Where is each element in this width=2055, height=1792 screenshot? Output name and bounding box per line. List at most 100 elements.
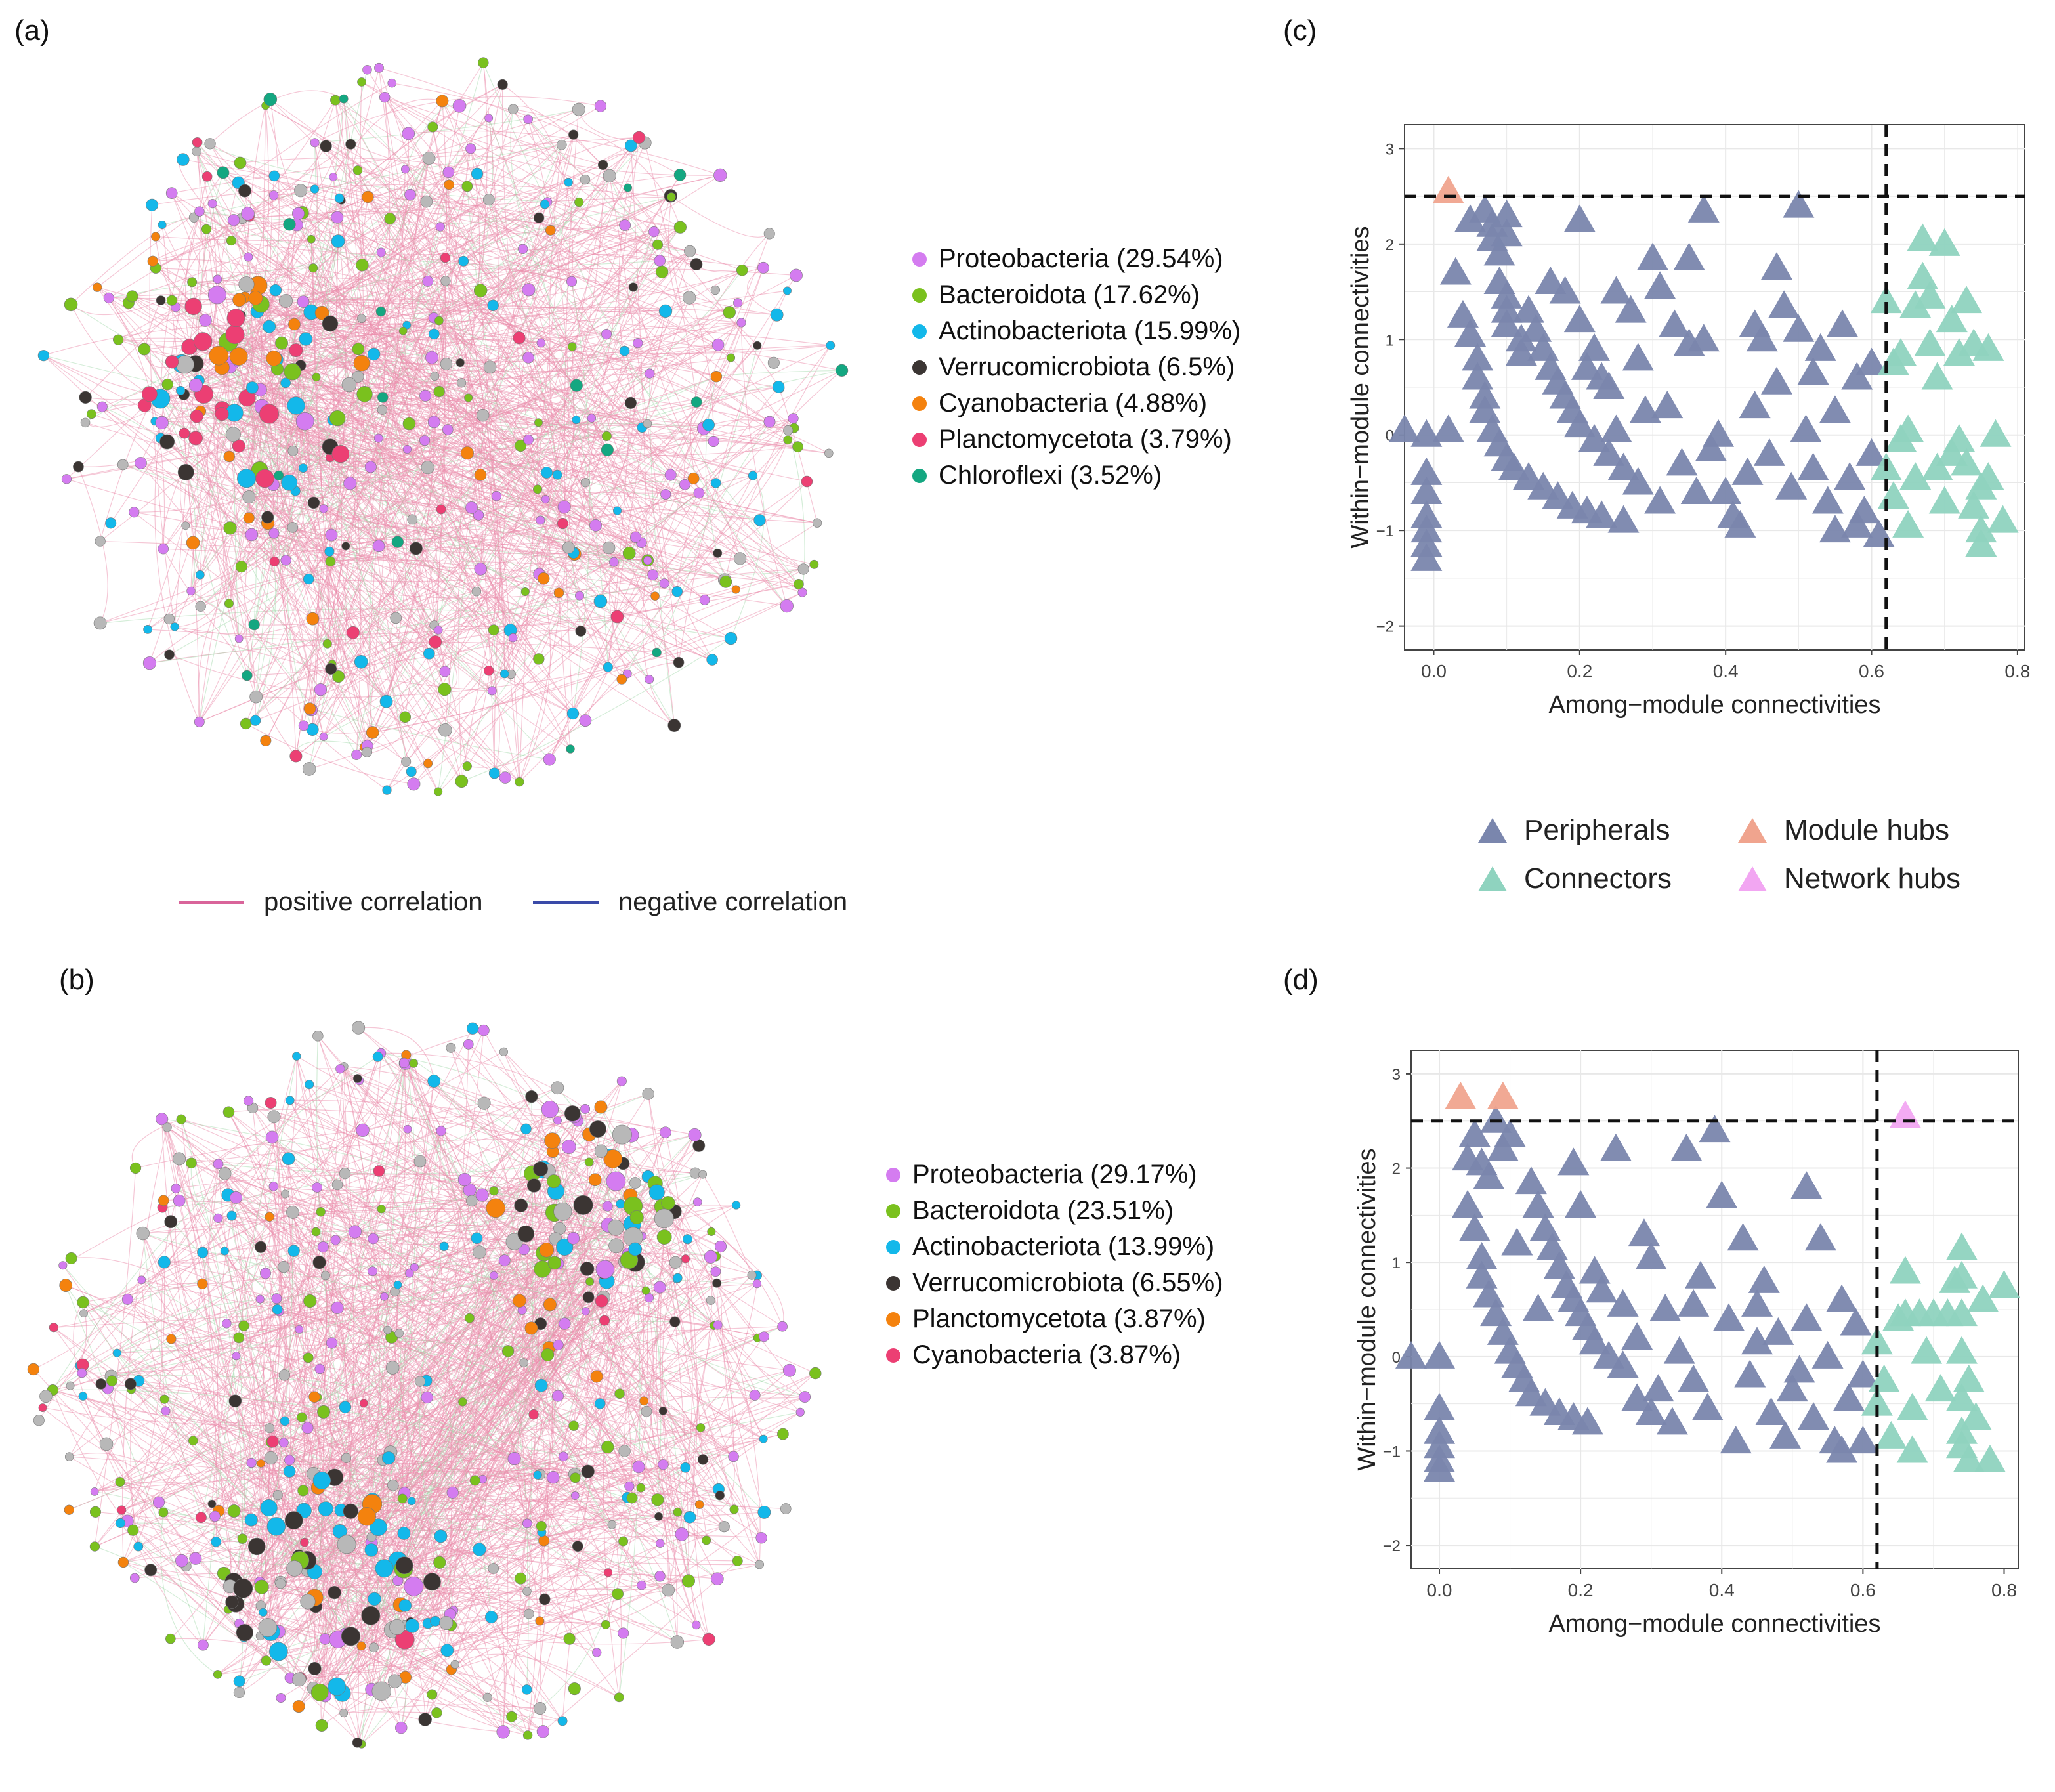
network-node bbox=[264, 93, 277, 106]
network-node bbox=[106, 1376, 117, 1386]
network-node bbox=[471, 1233, 482, 1244]
network-node bbox=[303, 574, 314, 584]
x-axis-label: Among−module connectivities bbox=[1549, 691, 1881, 719]
network-node bbox=[245, 528, 258, 541]
network-node bbox=[691, 396, 702, 407]
network-node bbox=[538, 572, 549, 584]
network-node bbox=[700, 595, 710, 605]
network-node bbox=[281, 555, 291, 566]
network-node bbox=[598, 160, 608, 170]
legend-item-b-2: Actinobacteriota (13.99%) bbox=[886, 1229, 1223, 1265]
legend-swatch bbox=[912, 288, 927, 303]
module-hubs-triangle-icon bbox=[1738, 818, 1767, 843]
network-node bbox=[135, 457, 147, 469]
network-node bbox=[630, 532, 641, 542]
network-node bbox=[453, 99, 466, 112]
network-node bbox=[91, 1487, 98, 1495]
network-node bbox=[228, 215, 240, 226]
network-node bbox=[606, 1172, 625, 1191]
network-node bbox=[352, 1021, 364, 1034]
network-node bbox=[267, 1436, 279, 1447]
legend-item-a-5: Planctomycetota (3.79%) bbox=[912, 421, 1240, 458]
x-tick-label: 0.0 bbox=[1427, 1580, 1452, 1600]
x-tick-label: 0.4 bbox=[1713, 661, 1739, 681]
network-node bbox=[499, 1255, 510, 1266]
network-node bbox=[276, 1579, 286, 1589]
network-node bbox=[240, 718, 251, 729]
network-node bbox=[483, 194, 494, 205]
network-node bbox=[158, 544, 169, 554]
network-node bbox=[247, 1458, 257, 1468]
positive-edge bbox=[366, 739, 406, 761]
network-node bbox=[440, 1242, 449, 1251]
network-node bbox=[354, 655, 368, 668]
network-node bbox=[524, 1609, 534, 1619]
network-node bbox=[265, 1424, 274, 1433]
role-legend-module-hubs: Module hubs bbox=[1738, 814, 1949, 847]
network-node bbox=[497, 1725, 510, 1738]
network-node bbox=[509, 633, 517, 642]
network-node bbox=[788, 414, 799, 424]
network-node bbox=[344, 477, 356, 490]
network-node bbox=[215, 407, 228, 420]
network-node bbox=[652, 240, 662, 249]
network-node bbox=[601, 1441, 614, 1453]
network-node bbox=[130, 1163, 141, 1174]
x-tick-label: 0.8 bbox=[1991, 1580, 2017, 1600]
network-node bbox=[657, 1229, 671, 1244]
legend-item-a-4: Cyanobacteria (4.88%) bbox=[912, 385, 1240, 421]
network-node bbox=[189, 379, 202, 392]
network-node bbox=[134, 1542, 143, 1551]
y-tick-label: −1 bbox=[1376, 523, 1394, 540]
network-node bbox=[151, 232, 159, 241]
network-node bbox=[554, 588, 564, 598]
network-node bbox=[286, 1206, 299, 1218]
network-node bbox=[484, 666, 494, 675]
role-legend-network-hubs: Network hubs bbox=[1738, 863, 1960, 895]
network-node bbox=[323, 639, 331, 648]
network-node bbox=[173, 1153, 185, 1165]
network-node bbox=[576, 626, 586, 636]
network-node bbox=[727, 354, 734, 362]
network-node bbox=[433, 1556, 446, 1569]
network-node bbox=[656, 1539, 664, 1548]
network-node bbox=[572, 416, 580, 424]
network-node bbox=[310, 139, 319, 147]
network-node bbox=[81, 418, 90, 427]
network-node bbox=[499, 772, 511, 784]
network-node bbox=[429, 635, 442, 648]
network-node bbox=[93, 283, 102, 292]
y-tick-label: −2 bbox=[1383, 1537, 1401, 1555]
network-node bbox=[675, 1527, 689, 1541]
network-node bbox=[627, 1493, 637, 1503]
x-tick-label: 0.4 bbox=[1709, 1580, 1735, 1600]
network-node bbox=[362, 1606, 380, 1625]
network-node bbox=[649, 1185, 664, 1200]
network-node bbox=[159, 435, 174, 449]
peripherals-label: Peripherals bbox=[1524, 814, 1670, 847]
network-node bbox=[674, 221, 687, 234]
network-node bbox=[478, 58, 488, 68]
network-node bbox=[368, 348, 380, 360]
network-node bbox=[836, 364, 847, 376]
network-node bbox=[77, 1296, 89, 1308]
legend-network-b: Proteobacteria (29.17%) Bacteroidota (23… bbox=[886, 1157, 1223, 1373]
network-node bbox=[261, 735, 271, 746]
network-node bbox=[39, 1390, 52, 1403]
network-node bbox=[513, 1294, 526, 1308]
network-node bbox=[667, 193, 676, 202]
network-node bbox=[732, 586, 740, 593]
role-legend-connectors: Connectors bbox=[1478, 863, 1672, 895]
network-node bbox=[629, 283, 638, 292]
network-node bbox=[234, 1333, 244, 1343]
network-node bbox=[208, 1500, 216, 1508]
network-node bbox=[304, 1294, 317, 1308]
network-node bbox=[698, 1455, 708, 1465]
network-node bbox=[536, 516, 545, 524]
network-node bbox=[408, 515, 417, 524]
network-node bbox=[279, 294, 292, 307]
network-node bbox=[612, 1125, 631, 1144]
connectors-label: Connectors bbox=[1524, 863, 1672, 895]
network-node bbox=[431, 1616, 440, 1626]
network-node bbox=[524, 115, 533, 124]
